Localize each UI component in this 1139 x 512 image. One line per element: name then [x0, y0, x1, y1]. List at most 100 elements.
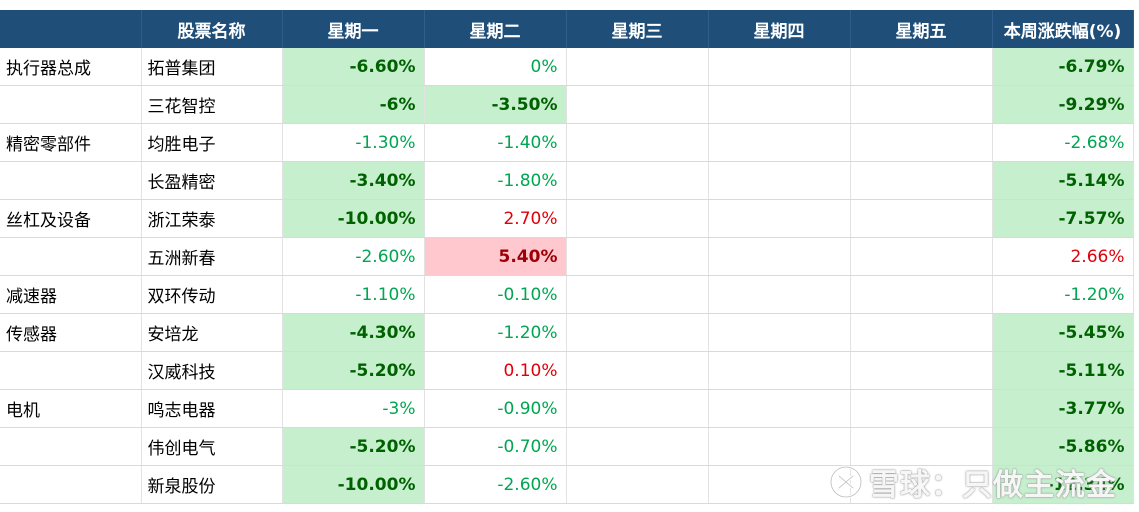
category-cell: 执行器总成 [0, 48, 142, 86]
table-row: 长盈精密 -3.40% -1.80% -5.14% [0, 161, 1134, 200]
category-cell [0, 161, 142, 200]
header-stock-name: 股票名称 [141, 10, 283, 48]
monday-cell: -3.40% [282, 161, 425, 200]
tuesday-cell: 0.10% [424, 351, 567, 390]
category-cell: 减速器 [0, 275, 142, 314]
thursday-cell [708, 85, 851, 124]
table-row: 传感器 安培龙 -4.30% -1.20% -5.45% [0, 313, 1134, 352]
weekly-change-cell: -2.68% [992, 123, 1134, 162]
wednesday-cell [566, 237, 709, 276]
friday-cell [850, 313, 993, 352]
stock-name-cell: 长盈精密 [141, 161, 283, 200]
tuesday-cell: -0.70% [424, 427, 567, 466]
monday-cell: -4.30% [282, 313, 425, 352]
weekly-change-cell: -1.20% [992, 275, 1134, 314]
weekly-change-cell: -5.45% [992, 313, 1134, 352]
category-cell: 丝杠及设备 [0, 199, 142, 238]
header-weekly-change: 本周涨跌幅(%) [992, 10, 1134, 48]
monday-cell: -10.00% [282, 465, 425, 504]
thursday-cell [708, 48, 851, 86]
weekly-change-cell: -3.77% [992, 389, 1134, 428]
tuesday-cell: -1.80% [424, 161, 567, 200]
thursday-cell [708, 351, 851, 390]
monday-cell: -10.00% [282, 199, 425, 238]
friday-cell [850, 199, 993, 238]
thursday-cell [708, 465, 851, 504]
stock-name-cell: 均胜电子 [141, 123, 283, 162]
category-cell [0, 237, 142, 276]
wednesday-cell [566, 389, 709, 428]
header-tuesday: 星期二 [424, 10, 567, 48]
stock-name-cell: 拓普集团 [141, 48, 283, 86]
weekly-change-cell: 2.66% [992, 237, 1134, 276]
wednesday-cell [566, 427, 709, 466]
wednesday-cell [566, 123, 709, 162]
weekly-change-cell: -9.29% [992, 85, 1134, 124]
thursday-cell [708, 199, 851, 238]
wednesday-cell [566, 465, 709, 504]
tuesday-cell: -2.60% [424, 465, 567, 504]
monday-cell: -5.20% [282, 427, 425, 466]
table-row: 五洲新春 -2.60% 5.40% 2.66% [0, 237, 1134, 276]
table-row: 三花智控 -6% -3.50% -9.29% [0, 85, 1134, 124]
table-row: 伟创电气 -5.20% -0.70% -5.86% [0, 427, 1134, 466]
header-thursday: 星期四 [708, 10, 851, 48]
weekly-change-cell: -5.86% [992, 427, 1134, 466]
thursday-cell [708, 389, 851, 428]
category-cell [0, 427, 142, 466]
stock-weekly-change-table: 股票名称 星期一 星期二 星期三 星期四 星期五 本周涨跌幅(%) 执行器总成 … [0, 10, 1134, 504]
tuesday-cell: -0.90% [424, 389, 567, 428]
stock-name-cell: 双环传动 [141, 275, 283, 314]
weekly-change-cell: -5.11% [992, 351, 1134, 390]
thursday-cell [708, 237, 851, 276]
monday-cell: -5.20% [282, 351, 425, 390]
wednesday-cell [566, 275, 709, 314]
wednesday-cell [566, 48, 709, 86]
stock-name-cell: 安培龙 [141, 313, 283, 352]
tuesday-cell: 0% [424, 48, 567, 86]
thursday-cell [708, 313, 851, 352]
wednesday-cell [566, 313, 709, 352]
weekly-change-cell: -12.34% [992, 465, 1134, 504]
wednesday-cell [566, 199, 709, 238]
friday-cell [850, 237, 993, 276]
stock-name-cell: 新泉股份 [141, 465, 283, 504]
thursday-cell [708, 123, 851, 162]
friday-cell [850, 389, 993, 428]
monday-cell: -2.60% [282, 237, 425, 276]
friday-cell [850, 123, 993, 162]
friday-cell [850, 465, 993, 504]
category-cell: 电机 [0, 389, 142, 428]
stock-name-cell: 浙江荣泰 [141, 199, 283, 238]
category-cell: 精密零部件 [0, 123, 142, 162]
monday-cell: -1.10% [282, 275, 425, 314]
weekly-change-cell: -7.57% [992, 199, 1134, 238]
stock-name-cell: 五洲新春 [141, 237, 283, 276]
table-row: 丝杠及设备 浙江荣泰 -10.00% 2.70% -7.57% [0, 199, 1134, 238]
monday-cell: -6.60% [282, 48, 425, 86]
friday-cell [850, 85, 993, 124]
table-row: 新泉股份 -10.00% -2.60% -12.34% [0, 465, 1134, 504]
table-row: 精密零部件 均胜电子 -1.30% -1.40% -2.68% [0, 123, 1134, 162]
table-row: 执行器总成 拓普集团 -6.60% 0% -6.79% [0, 48, 1134, 86]
category-cell [0, 351, 142, 390]
header-wednesday: 星期三 [566, 10, 709, 48]
stock-name-cell: 三花智控 [141, 85, 283, 124]
tuesday-cell: -3.50% [424, 85, 567, 124]
tuesday-cell: -1.20% [424, 313, 567, 352]
header-monday: 星期一 [282, 10, 425, 48]
table-row: 减速器 双环传动 -1.10% -0.10% -1.20% [0, 275, 1134, 314]
tuesday-cell: -1.40% [424, 123, 567, 162]
stock-name-cell: 鸣志电器 [141, 389, 283, 428]
monday-cell: -1.30% [282, 123, 425, 162]
thursday-cell [708, 161, 851, 200]
header-category [0, 10, 142, 48]
friday-cell [850, 48, 993, 86]
stock-name-cell: 伟创电气 [141, 427, 283, 466]
weekly-change-cell: -5.14% [992, 161, 1134, 200]
category-cell [0, 85, 142, 124]
wednesday-cell [566, 85, 709, 124]
monday-cell: -3% [282, 389, 425, 428]
monday-cell: -6% [282, 85, 425, 124]
thursday-cell [708, 427, 851, 466]
